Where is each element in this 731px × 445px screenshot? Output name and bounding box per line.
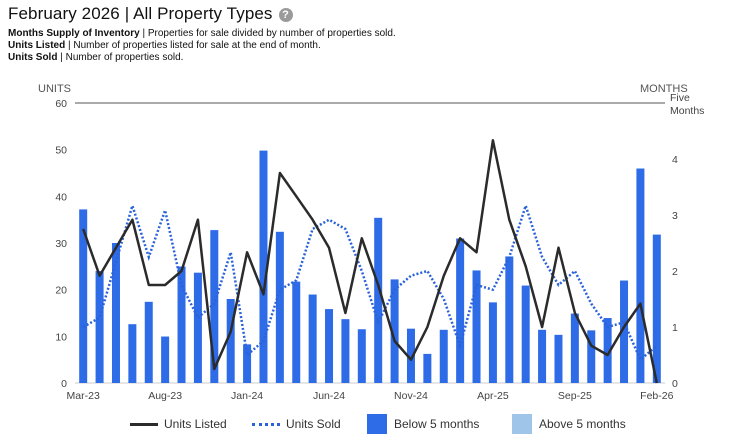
- left-axis-tick-label: 10: [55, 331, 67, 343]
- months-supply-bar: [177, 266, 186, 383]
- months-supply-bar: [308, 294, 317, 383]
- definition-text: | Number of properties sold.: [57, 52, 184, 63]
- help-icon[interactable]: ?: [278, 7, 293, 22]
- months-supply-bar: [161, 336, 170, 383]
- months-supply-bar: [325, 309, 334, 383]
- legend-label: Below 5 months: [394, 417, 480, 431]
- months-supply-bar: [406, 328, 415, 383]
- x-axis-tick-label: Apr-25: [477, 390, 509, 402]
- months-supply-bar: [636, 168, 645, 383]
- months-supply-bar: [374, 217, 383, 383]
- right-axis-tick-label: 3: [672, 210, 678, 222]
- months-supply-bar: [423, 353, 432, 383]
- months-supply-bar: [652, 234, 661, 383]
- x-axis-tick-label: Jan-24: [231, 390, 263, 402]
- months-supply-bar: [521, 285, 530, 383]
- left-axis-tick-label: 40: [55, 191, 67, 203]
- right-axis-tick-label: 4: [672, 154, 678, 166]
- left-axis-tick-label: 20: [55, 285, 67, 297]
- legend-below-5-months[interactable]: Below 5 months: [367, 410, 479, 438]
- months-supply-bar: [111, 243, 120, 383]
- right-axis-tick-label: 1: [672, 322, 678, 334]
- months-supply-bar: [620, 280, 629, 383]
- months-supply-bar: [292, 281, 301, 383]
- x-axis-tick-label: Sep-25: [558, 390, 592, 402]
- months-supply-bar: [603, 318, 612, 383]
- units-sold-line: [82, 201, 658, 362]
- months-supply-bar: [79, 209, 88, 383]
- blue-box-swatch-icon: [367, 414, 387, 434]
- definition-term: Units Listed: [8, 40, 66, 51]
- definition-text: | Properties for sale divided by number …: [139, 28, 396, 39]
- x-axis-tick-label: Jun-24: [313, 390, 345, 402]
- legend-above-5-months[interactable]: Above 5 months: [512, 410, 626, 438]
- x-axis-tick-label: Nov-24: [394, 390, 428, 402]
- legend: Units Listed Units Sold Below 5 months A…: [0, 410, 731, 438]
- months-supply-bar: [357, 329, 366, 383]
- months-supply-bar: [439, 329, 448, 383]
- months-supply-bar: [275, 231, 284, 383]
- months-supply-bar: [472, 270, 481, 383]
- months-supply-bar: [243, 344, 252, 383]
- legend-units-sold[interactable]: Units Sold: [252, 410, 341, 438]
- definitions: Months Supply of Inventory | Properties …: [8, 28, 723, 64]
- months-supply-bar: [210, 230, 219, 383]
- months-supply-bar: [538, 329, 547, 383]
- legend-units-listed[interactable]: Units Listed: [130, 410, 227, 438]
- months-supply-bar: [259, 150, 268, 383]
- solid-line-swatch-icon: [130, 422, 158, 426]
- left-axis-title: UNITS: [38, 83, 71, 95]
- months-supply-bar: [488, 302, 497, 383]
- right-axis-tick-label: 2: [672, 266, 678, 278]
- definition-months-supply: Months Supply of Inventory | Properties …: [8, 28, 723, 40]
- dotted-line-swatch-icon: [252, 422, 280, 426]
- months-supply-bar: [554, 334, 563, 383]
- page-title: February 2026 | All Property Types: [8, 4, 273, 23]
- months-supply-bar: [144, 301, 153, 383]
- months-supply-bar: [587, 330, 596, 383]
- months-supply-bar: [505, 256, 514, 383]
- right-axis-tick-label: 0: [672, 378, 678, 390]
- legend-label: Units Sold: [286, 417, 341, 431]
- left-axis-tick-label: 30: [55, 238, 67, 250]
- legend-label: Above 5 months: [539, 417, 626, 431]
- definition-term: Units Sold: [8, 52, 58, 63]
- months-supply-bar: [193, 272, 202, 383]
- left-axis-tick-label: 0: [61, 378, 67, 390]
- months-supply-bar: [390, 279, 399, 383]
- months-supply-bar: [341, 319, 350, 383]
- title-row: February 2026 | All Property Types ?: [8, 4, 723, 24]
- reference-label: Five: [670, 92, 690, 104]
- units-listed-line: [82, 139, 659, 384]
- light-blue-box-swatch-icon: [512, 414, 532, 434]
- x-axis-tick-label: Aug-23: [148, 390, 182, 402]
- months-supply-bar: [95, 271, 104, 383]
- months-supply-bar: [570, 313, 579, 383]
- months-supply-bar: [456, 238, 465, 383]
- header: February 2026 | All Property Types ? Mon…: [8, 4, 723, 64]
- definition-units-listed: Units Listed | Number of properties list…: [8, 40, 723, 52]
- left-axis-tick-label: 50: [55, 145, 67, 157]
- reference-label: Months: [670, 105, 704, 117]
- x-axis-tick-label: Mar-23: [67, 390, 100, 402]
- legend-label: Units Listed: [164, 417, 227, 431]
- right-axis-title: MONTHS: [640, 83, 688, 95]
- left-axis-tick-label: 60: [55, 98, 67, 110]
- x-axis-tick-label: Feb-26: [640, 390, 673, 402]
- months-supply-bar: [128, 324, 137, 383]
- months-supply-bar: [226, 299, 235, 383]
- definition-units-sold: Units Sold | Number of properties sold.: [8, 52, 723, 64]
- definition-term: Months Supply of Inventory: [8, 28, 140, 39]
- definition-text: | Number of properties listed for sale a…: [65, 40, 321, 51]
